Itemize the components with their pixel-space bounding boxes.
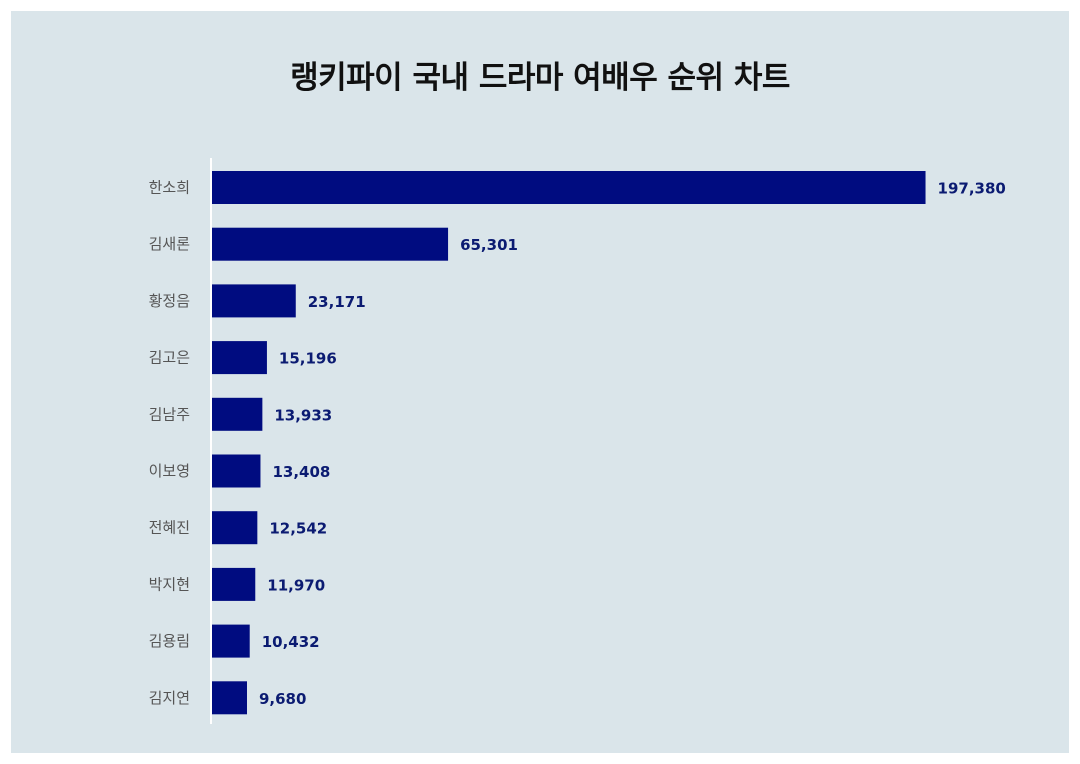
value-label-9: 10,432 (262, 633, 320, 651)
category-label-9: 김용림 (149, 632, 190, 650)
chart-title: 랭키파이 국내 드라마 여배우 순위 차트 (290, 60, 790, 96)
bar-8 (212, 567, 256, 601)
category-label-10: 김지연 (149, 689, 190, 707)
value-label-6: 13,408 (272, 463, 330, 481)
bar-1 (212, 171, 926, 204)
bar-6 (212, 454, 261, 488)
bar-2 (212, 227, 449, 261)
value-label-10: 9,680 (259, 690, 306, 708)
value-label-3: 23,171 (308, 293, 366, 311)
value-label-5: 13,933 (274, 406, 332, 424)
category-label-3: 황정음 (149, 292, 190, 310)
value-label-7: 12,542 (269, 520, 327, 538)
value-label-4: 15,196 (279, 350, 337, 368)
bar-3 (212, 284, 296, 318)
category-label-8: 박지현 (149, 575, 190, 593)
category-label-1: 한소희 (149, 179, 190, 197)
category-label-2: 김새론 (149, 235, 191, 253)
category-label-7: 전혜진 (149, 519, 190, 537)
value-label-8: 11,970 (267, 576, 325, 594)
category-label-6: 이보영 (149, 462, 190, 480)
bar-4 (212, 341, 267, 375)
bar-9 (212, 624, 250, 658)
bar-5 (212, 397, 263, 431)
category-label-5: 김남주 (149, 405, 190, 423)
bar-7 (212, 511, 258, 545)
category-label-4: 김고은 (149, 349, 190, 367)
value-label-2: 65,301 (460, 236, 518, 254)
bar-10 (212, 681, 247, 715)
value-label-1: 197,380 (938, 180, 1006, 198)
chart-background (11, 11, 1069, 753)
